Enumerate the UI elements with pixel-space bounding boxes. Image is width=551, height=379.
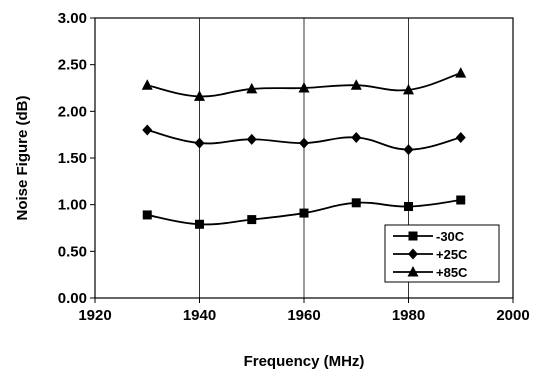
series-0-point-0 bbox=[142, 210, 152, 220]
legend-marker-1 bbox=[408, 248, 418, 260]
y-tick-label-2: 1.00 bbox=[58, 197, 87, 214]
y-tick-label-4: 2.00 bbox=[58, 103, 87, 120]
legend-label-2: +85C bbox=[436, 265, 468, 280]
series-2-point-3 bbox=[298, 82, 310, 93]
x-tick-label-2: 1960 bbox=[287, 307, 320, 324]
x-axis-ticks: 1920 1940 1960 1980 2000 bbox=[78, 298, 530, 324]
x-axis-title: Frequency (MHz) bbox=[244, 353, 365, 370]
series-0-point-5 bbox=[404, 202, 413, 212]
series-layer bbox=[141, 67, 467, 229]
series-2-point-0 bbox=[141, 79, 153, 90]
series-2-point-4 bbox=[350, 79, 362, 90]
series-0 bbox=[142, 195, 466, 229]
legend-label-1: +25C bbox=[436, 247, 468, 262]
series-2 bbox=[141, 67, 467, 101]
series-2-point-2 bbox=[246, 82, 258, 94]
x-tick-label-3: 1980 bbox=[392, 307, 425, 324]
series-0-point-6 bbox=[456, 195, 466, 205]
x-tick-label-0: 1920 bbox=[78, 307, 111, 324]
y-tick-label-6: 3.00 bbox=[58, 10, 87, 27]
series-1-point-5 bbox=[403, 144, 414, 156]
y-axis-title: Noise Figure (dB) bbox=[14, 95, 31, 220]
y-tick-label-3: 1.50 bbox=[58, 150, 87, 167]
legend-marker-0 bbox=[408, 231, 418, 241]
series-0-point-1 bbox=[195, 219, 204, 229]
series-1-point-3 bbox=[299, 137, 309, 149]
legend-marker-2 bbox=[407, 266, 419, 277]
series-1-point-6 bbox=[455, 131, 466, 143]
legend: -30C +25C +85C bbox=[384, 224, 500, 283]
x-tick-label-4: 2000 bbox=[496, 307, 529, 324]
series-1-point-4 bbox=[351, 131, 362, 143]
series-0-point-3 bbox=[299, 208, 309, 218]
series-1-point-1 bbox=[194, 137, 205, 149]
series-0-point-2 bbox=[247, 215, 257, 225]
series-0-point-4 bbox=[351, 198, 361, 208]
y-tick-label-0: 0.00 bbox=[58, 290, 87, 307]
series-2-point-5 bbox=[403, 83, 414, 95]
series-1 bbox=[142, 124, 466, 156]
legend-label-0: -30C bbox=[436, 229, 465, 244]
y-tick-label-5: 2.50 bbox=[58, 57, 87, 74]
y-axis-ticks: 0.00 0.50 1.00 1.50 2.00 2.50 3.00 bbox=[58, 10, 95, 307]
series-2-point-6 bbox=[455, 67, 467, 78]
series-1-point-0 bbox=[142, 124, 153, 136]
series-1-point-2 bbox=[246, 133, 257, 145]
series-2-point-1 bbox=[194, 90, 205, 101]
y-tick-label-1: 0.50 bbox=[58, 243, 87, 260]
x-tick-label-1: 1940 bbox=[183, 307, 216, 324]
